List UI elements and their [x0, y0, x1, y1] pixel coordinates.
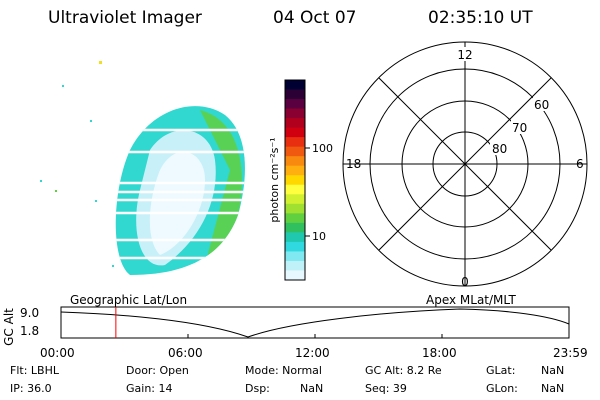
header-time: 02:35:10 UT [428, 8, 533, 28]
timeline-xtick: 18:00 [422, 346, 457, 360]
colorbar-cell [285, 213, 305, 224]
status-glat-label: GLat: [486, 364, 516, 377]
colorbar-cell [285, 194, 305, 205]
timeline-xtick: 12:00 [295, 346, 330, 360]
colorbar-cell [285, 270, 305, 281]
status-glon-label: GLon: [486, 382, 518, 395]
colorbar-cell [285, 184, 305, 195]
timeline-plot [60, 306, 570, 339]
polar-projection-label: Apex MLat/MLT [426, 293, 516, 307]
timeline-ytick: 9.0 [20, 306, 40, 320]
colorbar-cell [285, 232, 305, 243]
status-door: Door: Open [126, 364, 189, 377]
image-projection-label: Geographic Lat/Lon [70, 293, 188, 307]
mlt-label-6: 6 [576, 157, 584, 171]
timeline-ylabel: GC Alt [1, 308, 16, 346]
polar-plot: 12 18 6 0 60 70 80 [342, 41, 588, 289]
colorbar-cell [285, 260, 305, 271]
colorbar-cell [285, 80, 305, 91]
colorbar-cell [285, 165, 305, 176]
timeline-xtick: 23:59 [553, 346, 588, 360]
colorbar-cell [285, 99, 305, 110]
status-glon-value: NaN [541, 382, 565, 395]
mlt-label-18: 18 [346, 157, 361, 171]
status-dsp-value: NaN [300, 382, 324, 395]
status-seq: Seq: 39 [365, 382, 407, 395]
colorbar-cell [285, 137, 305, 148]
mlat-label-80: 80 [492, 142, 507, 156]
auroral-image [40, 61, 245, 275]
colorbar-cell [285, 175, 305, 186]
status-ip: IP: 36.0 [10, 382, 52, 395]
colorbar-cell [285, 222, 305, 233]
colorbar-cell [285, 146, 305, 157]
timeline-xtick: 06:00 [168, 346, 203, 360]
status-gain: Gain: 14 [126, 382, 173, 395]
colorbar-cell [285, 251, 305, 262]
status-dsp-label: Dsp: [245, 382, 270, 395]
colorbar-cell [285, 118, 305, 129]
mlat-label-60: 60 [534, 98, 549, 112]
colorbar-cell [285, 156, 305, 167]
timeline-ytick: 1.8 [20, 324, 40, 338]
status-gc-alt: GC Alt: 8.2 Re [365, 364, 442, 377]
app-title: Ultraviolet Imager [48, 8, 202, 28]
timeline-xtick: 00:00 [40, 346, 75, 360]
colorbar-tick-label: 10 [312, 230, 326, 243]
colorbar-cell [285, 89, 305, 100]
colorbar-unit-label: photon cm⁻²s⁻¹ [268, 137, 281, 222]
mlat-label-70: 70 [512, 121, 527, 135]
status-glat-value: NaN [541, 364, 565, 377]
header-date: 04 Oct 07 [273, 8, 357, 28]
colorbar-cell [285, 108, 305, 119]
colorbar: 100 10 photon cm⁻²s⁻¹ [268, 79, 333, 281]
colorbar-tick-label: 100 [312, 142, 333, 155]
mlt-label-12: 12 [457, 48, 472, 62]
mlt-label-0: 0 [461, 275, 469, 289]
status-mode: Mode: Normal [245, 364, 322, 377]
colorbar-cell [285, 241, 305, 252]
status-filter: Flt: LBHL [10, 364, 59, 377]
colorbar-cell [285, 127, 305, 138]
colorbar-cell [285, 203, 305, 214]
